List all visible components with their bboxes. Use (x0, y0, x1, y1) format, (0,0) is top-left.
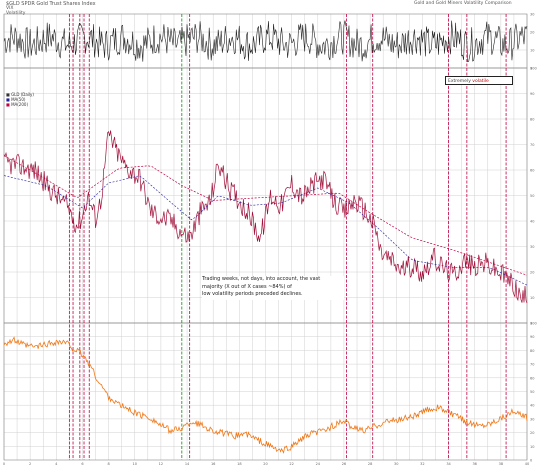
y-tick-label: 30 (530, 417, 534, 421)
legend-swatch: ■ (6, 102, 12, 107)
ratio-line (3, 336, 528, 454)
x-tick-label: 18 (237, 462, 241, 466)
x-tick-label: 8 (107, 462, 109, 466)
x-tick-label: 14 (185, 462, 190, 466)
x-tick-label: 32 (420, 462, 424, 466)
y-tick-label: 10 (530, 445, 534, 449)
y-tick-label: 70 (530, 143, 534, 147)
legend-entry: ■ GLD (Daily) (6, 92, 34, 97)
x-tick-label: 4 (55, 462, 58, 466)
price-line (3, 130, 528, 304)
legend-entry: ■ MA(50) (6, 97, 25, 102)
volatility-pane-label-2: Volatility (6, 11, 26, 16)
legend-label: MA(50) (11, 97, 26, 102)
y-tick-label: 40 (530, 404, 534, 408)
y-tick-label: 80 (530, 118, 534, 122)
pane-frame (3, 322, 528, 461)
y-tick-label: 70 (530, 363, 534, 367)
x-tick-label: 2 (29, 462, 31, 466)
x-tick-label: 24 (316, 462, 321, 466)
x-tick-label: 22 (289, 462, 293, 466)
tick-labels: 3020100100908070605040302010010090807060… (3, 13, 537, 466)
y-tick-label: 20 (530, 271, 534, 275)
x-tick-label: 30 (394, 462, 398, 466)
y-tick-label: 60 (530, 169, 534, 173)
note-line-1: Trading weeks, not days, into account, t… (202, 276, 321, 282)
ma200-line (3, 155, 528, 276)
y-tick-label: 100 (530, 67, 537, 71)
x-tick-label: 16 (211, 462, 215, 466)
event-vertical-lines (68, 14, 507, 460)
y-tick-label: 20 (530, 431, 534, 435)
x-tick-label: 40 (525, 462, 529, 466)
legend-swatch: ■ (6, 92, 12, 97)
y-tick-label: 0 (530, 322, 532, 326)
annotation-note: Trading weeks, not days, into account, t… (202, 276, 344, 300)
y-tick-label: 0 (530, 459, 532, 463)
volatility-line (3, 20, 528, 63)
y-tick-label: 100 (530, 322, 537, 326)
legend-label: MA(200) (11, 102, 29, 107)
note-line-3: low volatility periods preceded declines… (202, 291, 303, 297)
note-line-2: majority (X out of X cases ~84%) of (202, 283, 292, 290)
annotation-text: Extremely (448, 79, 471, 84)
pane-frames (3, 13, 528, 461)
x-tick-label: 38 (499, 462, 503, 466)
annotation-red-text: volatile (472, 79, 489, 84)
x-tick-label: 36 (472, 462, 476, 466)
y-tick-label: 30 (530, 13, 534, 17)
legend-label: GLD (Daily) (11, 92, 34, 97)
volatility-annotation-box: Extremely volatile (445, 76, 513, 85)
y-tick-label: 90 (530, 92, 534, 96)
x-tick-label: 10 (133, 462, 137, 466)
y-tick-label: 90 (530, 335, 534, 339)
y-tick-label: 10 (530, 49, 534, 53)
legend-swatch: ■ (6, 97, 12, 102)
x-tick-label: 12 (159, 462, 163, 466)
x-tick-label: 34 (446, 462, 451, 466)
y-tick-label: 40 (530, 220, 534, 224)
x-tick-label: 28 (368, 462, 372, 466)
chart-subtitle-right: Gold and Gold Miners Volatility Comparis… (414, 1, 512, 6)
chart-title: $GLD SPDR Gold Trust Shares Index (6, 1, 96, 7)
y-tick-label: 50 (530, 194, 534, 198)
ma50-line (3, 175, 528, 286)
y-tick-label: 30 (530, 245, 534, 249)
y-tick-label: 60 (530, 376, 534, 380)
volatility-pane-label: VIX (6, 6, 14, 11)
y-tick-label: 0 (530, 67, 532, 71)
gridlines (3, 14, 528, 460)
x-tick-label: 0 (3, 462, 5, 466)
x-tick-label: 26 (342, 462, 346, 466)
legend-entry: ■ MA(200) (6, 102, 28, 107)
y-tick-label: 50 (530, 390, 534, 394)
y-tick-label: 10 (530, 296, 534, 300)
x-tick-label: 6 (81, 462, 83, 466)
series-layer (3, 20, 528, 454)
x-tick-label: 20 (263, 462, 267, 466)
y-tick-label: 80 (530, 349, 534, 353)
y-tick-label: 20 (530, 31, 534, 35)
